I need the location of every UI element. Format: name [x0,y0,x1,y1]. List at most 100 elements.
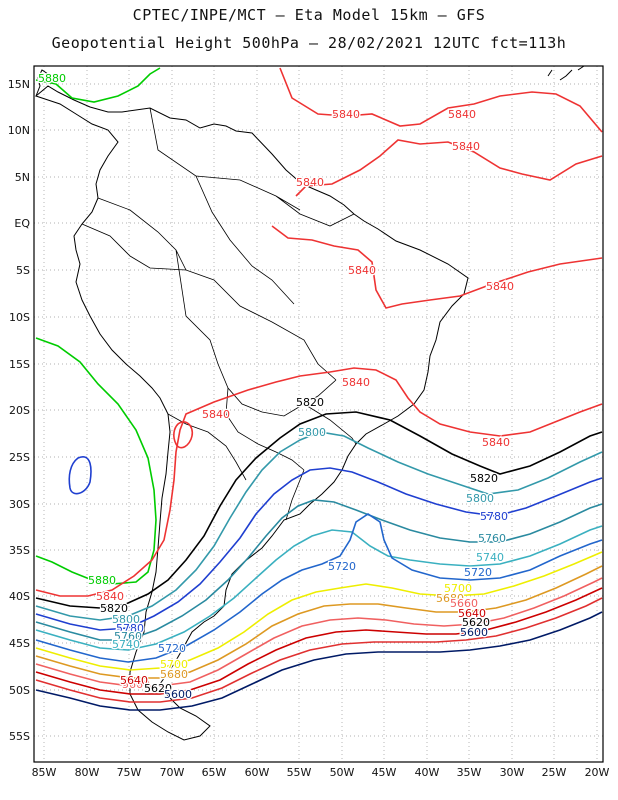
label-5760-a: 5760 [478,532,506,545]
label-5600-a: 5600 [460,626,488,639]
lat-label: 55S [9,730,30,743]
lat-label: 25S [9,451,30,464]
contour-5740 [35,525,603,651]
label-5840-e: 5840 [348,264,376,277]
contour-labels: 5880 5880 5840 5840 5840 5840 5840 5840 5840 5840… [37,71,516,703]
label-5620-b: 5620 [144,682,172,695]
central-america [35,69,49,97]
lon-label: 40W [415,766,440,779]
label-5820-a: 5820 [296,396,324,409]
lat-label: 20S [9,404,30,417]
label-5600-b: 5600 [164,688,192,701]
contour-5680 [35,565,603,679]
contour-5620 [35,597,603,703]
label-5680-a: 5680 [436,592,464,605]
contours [35,67,603,711]
lat-label: 35S [9,544,30,557]
label-5880-north: 5880 [38,72,66,85]
label-5840-d: 5840 [296,176,324,189]
map-frame [33,65,604,763]
label-5720-c: 5720 [158,642,186,655]
lon-label: 25W [542,766,567,779]
lat-label: 15S [9,358,30,371]
axis-labels: 15N 10N 5N EQ 5S 10S 15S 20S 25S 30S 35S 40S 45S 50S 5… [8,78,610,779]
lon-label: 85W [32,766,57,779]
contour-5720 [35,513,603,663]
map-title: CPTEC/INPE/MCT – Eta Model 15km – GFS [132,6,486,24]
label-5780-a: 5780 [480,510,508,523]
lat-label: 30S [9,498,30,511]
label-5640-b: 5640 [120,674,148,687]
contour-5880-north [35,67,161,103]
label-5840-b: 5840 [448,108,476,121]
lon-label: 70W [160,766,185,779]
label-5780-b: 5780 [116,622,144,635]
label-5820-c: 5820 [100,602,128,615]
lon-label: 35W [457,766,482,779]
contour-5840-south [35,367,603,597]
label-5840-h: 5840 [202,408,230,421]
label-5740-a: 5740 [476,551,504,564]
lon-label: 75W [117,766,142,779]
contour-5760 [35,499,603,641]
lon-label: 65W [202,766,227,779]
contour-5880-south [35,337,157,585]
label-5840-g: 5840 [342,376,370,389]
contour-5840-mid [295,139,603,197]
graticule [34,66,603,762]
map-subtitle: Geopotential Height 500hPa – 28/02/2021 … [51,34,567,52]
label-5640-a: 5640 [458,607,486,620]
label-5700-b: 5700 [160,658,188,671]
label-5820-b: 5820 [470,472,498,485]
label-5840-c: 5840 [452,140,480,153]
country-borders [81,107,357,521]
label-5680-b: 5680 [160,668,188,681]
contour-5700 [35,551,603,671]
coastline [34,65,585,741]
lon-label: 45W [372,766,397,779]
label-5800-c: 5800 [112,613,140,626]
lon-label: 80W [75,766,100,779]
lat-label: 15N [8,78,30,91]
contour-5880-loop [68,456,92,495]
contour-5660 [35,577,603,687]
label-5840-f: 5840 [486,280,514,293]
lat-label: EQ [14,217,30,230]
caribbean-islands [547,65,585,81]
contour-5640 [35,587,603,695]
contour-5780 [35,467,603,631]
label-5700-a: 5700 [444,582,472,595]
label-5880-south: 5880 [88,574,116,587]
lat-label: 5S [16,264,30,277]
contour-5820 [35,411,603,609]
label-5740-b: 5740 [112,638,140,651]
label-5660-b: 5660 [122,678,150,691]
lat-label: 10N [8,124,30,137]
label-5720-a: 5720 [464,566,492,579]
label-5840-i: 5840 [482,436,510,449]
contour-5840-loop [173,421,194,449]
label-5840-j: 5840 [96,590,124,603]
lon-label: 30W [500,766,525,779]
label-5800-a: 5800 [298,426,326,439]
lon-label: 50W [330,766,355,779]
lat-label: 45S [9,637,30,650]
label-5720-b: 5720 [328,560,356,573]
contour-5840-amazon [271,225,603,309]
lon-label: 20W [585,766,610,779]
lat-label: 5N [15,171,30,184]
contour-5840-north [279,67,603,133]
label-5620-a: 5620 [462,616,490,629]
contour-5600 [35,611,603,711]
lat-label: 40S [9,590,30,603]
lat-label: 50S [9,684,30,697]
lon-label: 55W [287,766,312,779]
lat-label: 10S [9,311,30,324]
label-5840-a: 5840 [332,108,360,121]
label-5660-a: 5660 [450,597,478,610]
label-5800-b: 5800 [466,492,494,505]
south-america-coast [34,85,469,741]
label-5760-b: 5760 [114,630,142,643]
lon-label: 60W [245,766,270,779]
